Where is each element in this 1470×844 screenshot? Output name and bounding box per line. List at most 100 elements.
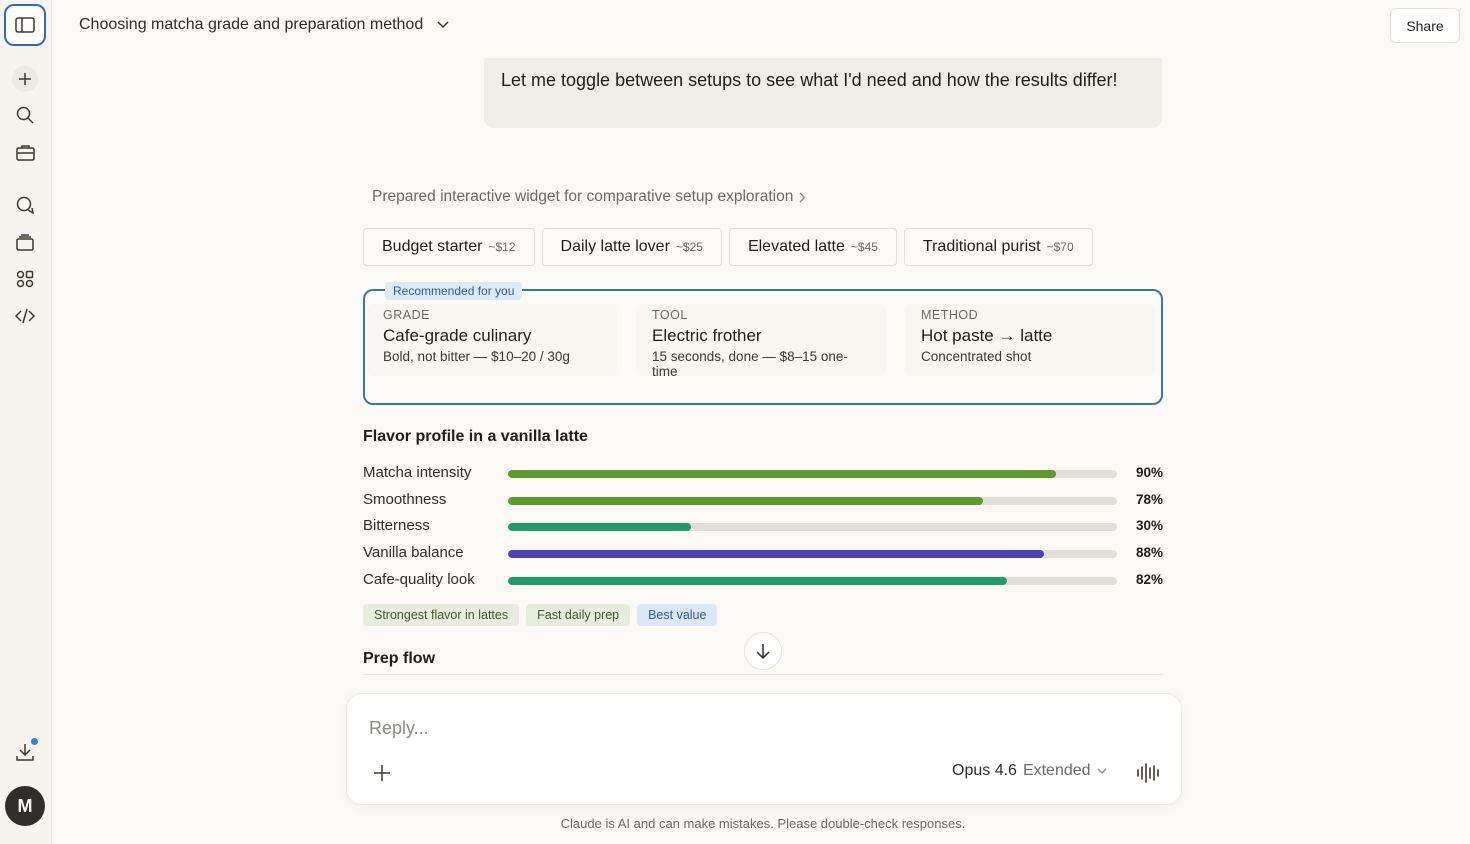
rec-sub: Bold, not bitter — $10–20 / 30g [383,349,570,364]
flavor-row: Vanilla balance 88% [363,544,1163,564]
tool-status-toggle[interactable]: Prepared interactive widget for comparat… [372,188,806,206]
voice-button[interactable] [1135,760,1163,786]
divider [363,674,1163,675]
tab-label: Daily latte lover [560,238,670,255]
flavor-track [508,497,1117,505]
composer: Opus 4.6 Extended [346,693,1182,805]
sidebar-toggle-icon [15,17,35,33]
flavor-name: Matcha intensity [363,464,472,481]
chip-best-value: Best value [637,604,718,626]
stack-icon [16,233,34,251]
rec-value: Electric frother [652,326,762,345]
rec-label: METHOD [921,308,979,322]
tab-price: ~$12 [488,240,516,254]
projects-button[interactable] [8,135,42,169]
tab-elevated-latte[interactable]: Elevated latte ~$45 [728,228,897,266]
chevron-down-icon [437,21,449,29]
chip-strongest-flavor: Strongest flavor in lattes [363,604,520,626]
flavor-row: Matcha intensity 90% [363,464,1163,484]
rec-grade: GRADE Cafe-grade culinary Bold, not bitt… [367,304,617,376]
code-icon [15,308,35,324]
sidebar-toggle-button[interactable] [4,4,46,46]
tab-daily-latte-lover[interactable]: Daily latte lover ~$25 [541,228,722,266]
tab-budget-starter[interactable]: Budget starter ~$12 [363,228,535,266]
prep-flow-title: Prep flow [363,650,436,667]
tab-traditional-purist[interactable]: Traditional purist ~$70 [903,228,1093,266]
rec-label: GRADE [383,308,430,322]
model-selector[interactable]: Opus 4.6 Extended [952,762,1107,780]
tab-label: Elevated latte [747,238,845,255]
plus-icon [374,765,390,781]
apps-button[interactable] [8,262,42,296]
download-icon [16,744,34,761]
model-name: Opus 4.6 [952,762,1017,779]
flavor-profile-title: Flavor profile in a vanilla latte [363,428,588,445]
flavor-fill [508,523,691,531]
search-button[interactable] [8,98,42,132]
notification-dot [30,737,39,746]
flavor-track [508,470,1117,478]
user-message: Let me toggle between setups to see what… [484,58,1162,128]
flavor-track [508,523,1117,531]
tab-label: Budget starter [382,238,483,255]
chevron-down-icon [1097,768,1107,774]
artifacts-button[interactable] [8,225,42,259]
tab-price: ~$70 [1046,240,1074,254]
flavor-fill [508,550,1044,558]
rec-method: METHOD Hot paste → latte Concentrated sh… [905,304,1155,376]
chip-fast-daily-prep: Fast daily prep [526,604,631,626]
waveform-icon [1137,763,1159,783]
flavor-track [508,577,1117,585]
flavor-percent: 90% [1135,465,1163,480]
flavor-percent: 78% [1135,492,1163,507]
sidebar: M [0,0,52,844]
flavor-row: Bitterness 30% [363,517,1163,537]
new-chat-button[interactable] [12,66,38,92]
rec-label: TOOL [652,308,688,322]
chevron-right-icon [799,192,806,202]
arrow-down-icon [756,644,770,659]
rec-tool: TOOL Electric frother 15 seconds, done —… [636,304,886,379]
tab-price: ~$25 [675,240,703,254]
tab-label: Traditional purist [922,238,1041,255]
recommended-badge: Recommended for you [385,282,523,300]
flavor-fill [508,577,1008,585]
disclaimer: Claude is AI and can make mistakes. Plea… [560,816,966,831]
flavor-fill [508,497,984,505]
search-icon [16,106,34,124]
flavor-track [508,550,1117,558]
flavor-name: Smoothness [363,491,447,508]
code-button[interactable] [8,299,42,333]
download-button[interactable] [8,735,42,769]
flavor-row: Cafe-quality look 82% [363,571,1163,591]
apps-icon [16,270,34,288]
flavor-percent: 30% [1135,518,1163,533]
flavor-name: Bitterness [363,517,430,534]
avatar[interactable]: M [5,786,45,826]
rec-sub: Concentrated shot [921,349,1032,364]
flavor-percent: 82% [1135,572,1163,587]
reply-input[interactable] [369,714,1149,742]
chats-button[interactable] [8,188,42,222]
recommendation-card: Recommended for you GRADE Cafe-grade cul… [363,282,1163,405]
tool-status-text: Prepared interactive widget for comparat… [372,188,794,205]
rec-sub: 15 seconds, done — $8–15 one-time [652,349,848,379]
chat-title-menu[interactable]: Choosing matcha grade and preparation me… [79,16,449,34]
flavor-name: Cafe-quality look [363,571,475,588]
highlight-chips: Strongest flavor in lattes Fast daily pr… [363,604,718,626]
tab-price: ~$45 [850,240,878,254]
chat-title: Choosing matcha grade and preparation me… [79,16,424,33]
flavor-percent: 88% [1135,545,1163,560]
plus-icon [19,73,31,85]
briefcase-icon [15,144,35,161]
scroll-down-button[interactable] [744,632,782,670]
flavor-row: Smoothness 78% [363,491,1163,511]
setup-tabs: Budget starter ~$12 Daily latte lover ~$… [363,228,1093,266]
flavor-fill [508,470,1057,478]
rec-value: Cafe-grade culinary [383,326,532,345]
chat-bubbles-icon [16,196,34,214]
model-mode: Extended [1022,762,1091,779]
share-button[interactable]: Share [1390,8,1460,43]
attach-button[interactable] [371,762,393,784]
flavor-name: Vanilla balance [363,544,464,561]
